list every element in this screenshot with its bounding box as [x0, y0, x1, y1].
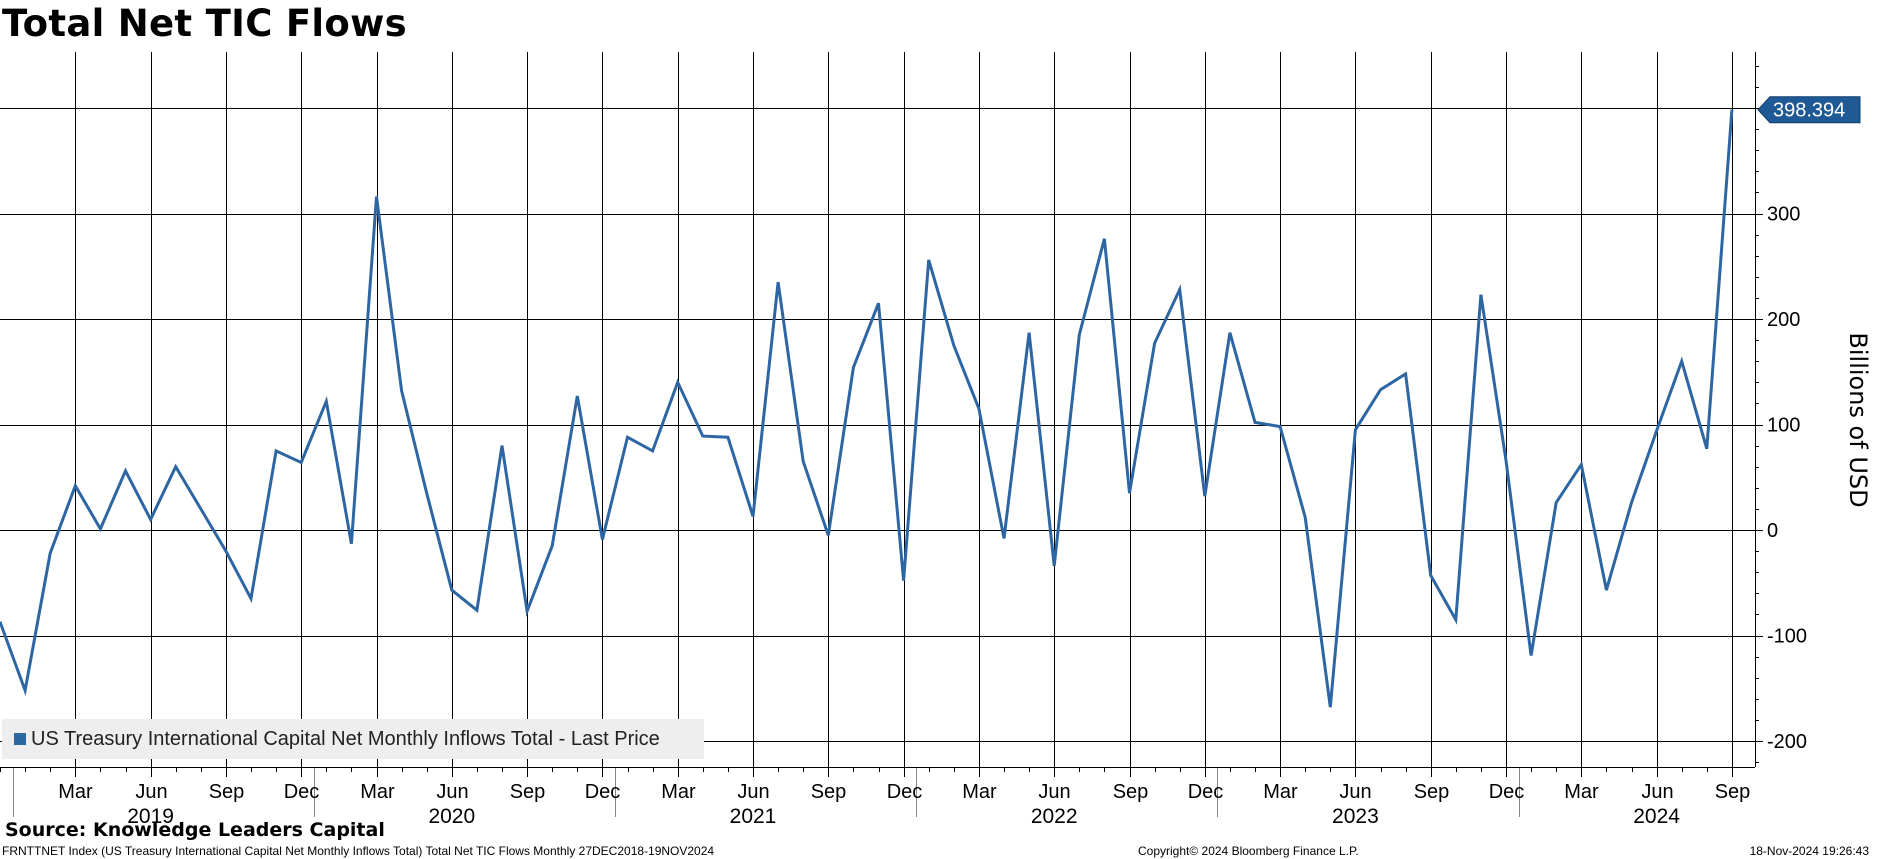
x-tick-label: Jun	[1641, 781, 1673, 803]
y-tick-label: -200	[1767, 731, 1807, 753]
y-tick-label: 0	[1767, 520, 1778, 542]
footer-copyright: Copyright© 2024 Bloomberg Finance L.P.	[1138, 844, 1359, 858]
x-tick-label: Dec	[1188, 781, 1224, 803]
x-tick-label: Dec	[585, 781, 621, 803]
x-tick-label: Sep	[1715, 781, 1751, 803]
x-year-label: 2024	[1633, 805, 1680, 828]
x-year-label: 2022	[1031, 805, 1078, 828]
y-tick-label: -100	[1767, 626, 1807, 648]
y-tick-label: 300	[1767, 204, 1800, 226]
axis-labels: -200 -100 0 100 200 300 Mar Jun Sep Dec Mar Jun Sep D…	[58, 204, 1807, 829]
x-tick-label: Sep	[209, 781, 245, 803]
x-year-label: 2023	[1332, 805, 1379, 828]
last-value-label: 398.394	[1773, 100, 1845, 122]
x-tick-label: Mar	[1263, 781, 1298, 803]
x-tick-label: Sep	[1414, 781, 1450, 803]
x-tick-label: Jun	[436, 781, 468, 803]
last-value-tag-shape	[1757, 96, 1861, 124]
x-tick-label: Dec	[1489, 781, 1525, 803]
source-note: Source: Knowledge Leaders Capital	[5, 819, 385, 841]
axes	[0, 52, 1763, 817]
x-year-label: 2020	[428, 805, 475, 828]
x-tick-label: Dec	[887, 781, 923, 803]
series-line	[0, 109, 1734, 708]
x-tick-label: Mar	[962, 781, 997, 803]
last-value-tag: 398.394	[1757, 96, 1861, 124]
x-tick-label: Mar	[360, 781, 395, 803]
x-year-label: 2021	[730, 805, 777, 828]
series	[0, 109, 1734, 708]
x-tick-label: Sep	[811, 781, 847, 803]
x-year-label: 2019	[127, 805, 174, 828]
footer-description: FRNTTNET Index (US Treasury Internationa…	[2, 844, 715, 858]
x-tick-label: Sep	[1113, 781, 1149, 803]
x-tick-label: Jun	[135, 781, 167, 803]
y-tick-label: 200	[1767, 309, 1800, 331]
x-tick-label: Mar	[58, 781, 93, 803]
x-tick-label: Sep	[510, 781, 546, 803]
footer-timestamp: 18-Nov-2024 19:26:43	[1749, 844, 1869, 858]
grid	[0, 52, 1755, 767]
y-axis-label: Billions of USD	[1844, 332, 1872, 507]
legend-label: US Treasury International Capital Net Mo…	[31, 728, 660, 750]
x-tick-label: Mar	[1564, 781, 1599, 803]
x-tick-label: Mar	[661, 781, 696, 803]
x-tick-label: Dec	[284, 781, 320, 803]
y-tick-label: 100	[1767, 415, 1800, 437]
x-tick-label: Jun	[737, 781, 769, 803]
x-tick-label: Jun	[1339, 781, 1371, 803]
legend-swatch	[14, 733, 26, 745]
legend: US Treasury International Capital Net Mo…	[2, 719, 704, 759]
chart-title: Total Net TIC Flows	[2, 2, 407, 45]
x-tick-label: Jun	[1038, 781, 1070, 803]
